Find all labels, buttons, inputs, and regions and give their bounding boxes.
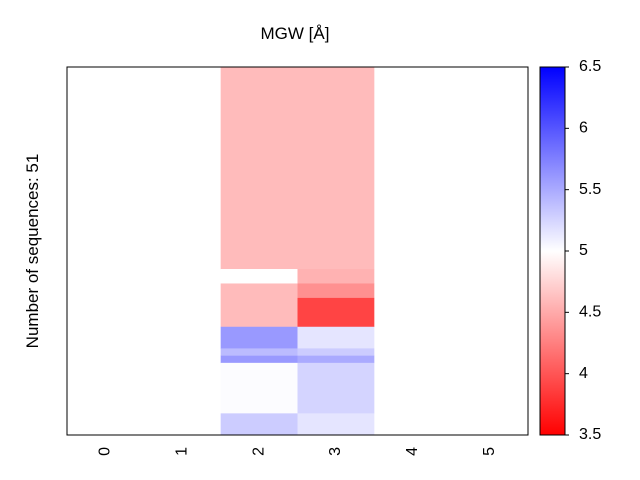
heatmap-cell-col2-rows36-39 <box>220 326 298 349</box>
colorbar-tick-label: 5.5 <box>579 181 601 198</box>
heatmap-cell-col3-rows30-32 <box>297 283 375 299</box>
colorbar-tick-label: 6.5 <box>579 58 601 75</box>
x-tick-label: 3 <box>327 447 344 456</box>
x-tick-label: 1 <box>173 447 190 456</box>
heatmap-cell-col2-rows28-30 <box>220 269 298 284</box>
colorbar-gradient <box>539 66 566 436</box>
heatmap-cell-col3-rows39-40 <box>297 348 375 356</box>
heatmap-cell-col2-rows39-40 <box>220 348 298 356</box>
x-tick-label: 0 <box>97 447 114 456</box>
colorbar-tick-label: 3.5 <box>579 426 601 443</box>
heatmap-cell-col3-rows48-51 <box>297 413 375 436</box>
colorbar-tick-label: 4 <box>579 365 588 382</box>
heatmap-cell-col3-rows32-36 <box>297 297 375 328</box>
colorbar-tick-label: 5 <box>579 242 588 259</box>
x-tick-label: 4 <box>404 447 421 456</box>
heatmap-cell-col2-rows0-28 <box>220 67 298 270</box>
plot-frame <box>66 66 529 436</box>
heatmap-cell-col3-rows28-30 <box>297 269 375 284</box>
colorbar: 6.5 6 5.5 5 4.5 4 3.5 <box>539 58 601 443</box>
chart-title: MGW [Å] <box>261 24 330 43</box>
heatmap-cell-col3-rows0-28 <box>297 67 375 270</box>
heatmap-cell-col3-rows40-41 <box>297 355 375 364</box>
colorbar-ticks: 6.5 6 5.5 5 4.5 4 3.5 <box>565 58 601 443</box>
heatmap-cell-col2-rows40-41 <box>220 355 298 364</box>
x-tick-label: 2 <box>250 447 267 456</box>
y-axis-label: Number of sequences: 51 <box>23 154 42 349</box>
heatmap-cell-col3-rows41-48 <box>297 362 375 414</box>
colorbar-tick-label: 4.5 <box>579 304 601 321</box>
heatmap-cell-col3-rows36-39 <box>297 326 375 349</box>
heatmap-cell-col2-rows41-48 <box>220 362 298 414</box>
heatmap-cells <box>220 67 375 436</box>
heatmap-cell-col2-rows48-51 <box>220 413 298 436</box>
x-axis-ticks: 0 1 2 3 4 5 <box>97 447 498 456</box>
x-tick-label: 5 <box>481 447 498 456</box>
heatmap-cell-col2-rows30-36 <box>220 283 298 328</box>
heatmap-plot-area <box>66 66 529 436</box>
colorbar-tick-label: 6 <box>579 120 588 137</box>
